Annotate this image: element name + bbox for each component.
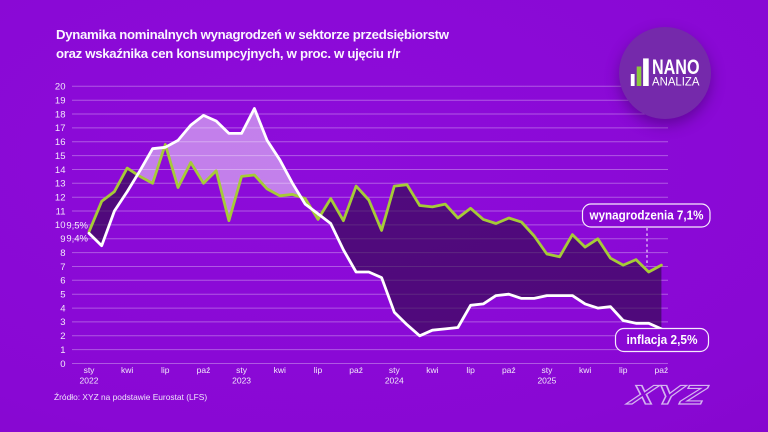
svg-text:9,5%: 9,5% (66, 221, 88, 232)
svg-text:5: 5 (60, 290, 65, 301)
svg-text:20: 20 (55, 82, 66, 93)
svg-text:kwi: kwi (274, 365, 286, 375)
svg-text:7: 7 (60, 262, 65, 273)
svg-text:sty: sty (389, 365, 401, 375)
svg-text:11: 11 (56, 206, 66, 217)
svg-text:sty: sty (541, 365, 553, 375)
svg-text:8: 8 (60, 248, 65, 259)
svg-text:lip: lip (314, 365, 323, 375)
svg-text:1: 1 (60, 345, 65, 356)
svg-text:2023: 2023 (232, 376, 251, 386)
svg-text:kwi: kwi (121, 365, 133, 375)
svg-text:0: 0 (60, 359, 65, 370)
svg-text:NANO: NANO (652, 56, 700, 79)
svg-text:lip: lip (466, 365, 475, 375)
svg-text:9: 9 (60, 234, 65, 245)
svg-text:14: 14 (55, 165, 66, 176)
svg-text:12: 12 (55, 193, 66, 204)
svg-text:inflacja 2,5%: inflacja 2,5% (627, 332, 698, 347)
svg-text:16: 16 (55, 137, 66, 148)
svg-text:19: 19 (55, 96, 66, 107)
svg-text:18: 18 (55, 109, 66, 120)
svg-text:17: 17 (55, 123, 66, 134)
svg-text:6: 6 (60, 276, 65, 287)
svg-text:2025: 2025 (537, 376, 556, 386)
svg-text:paź: paź (502, 365, 516, 375)
svg-text:lip: lip (619, 365, 628, 375)
svg-text:ANALIZA: ANALIZA (652, 74, 700, 88)
svg-text:15: 15 (55, 151, 66, 162)
svg-text:XYZ: XYZ (624, 379, 711, 410)
svg-text:paź: paź (349, 365, 363, 375)
svg-text:kwi: kwi (579, 365, 591, 375)
svg-text:lip: lip (161, 365, 170, 375)
svg-text:10: 10 (55, 220, 66, 231)
svg-text:paź: paź (655, 365, 669, 375)
svg-text:sty: sty (84, 365, 96, 375)
svg-text:9,4%: 9,4% (66, 234, 88, 245)
svg-text:4: 4 (60, 303, 65, 314)
svg-text:2022: 2022 (80, 376, 99, 386)
svg-text:2024: 2024 (385, 376, 404, 386)
svg-text:wynagrodzenia 7,1%: wynagrodzenia 7,1% (589, 208, 704, 223)
svg-text:13: 13 (55, 179, 66, 190)
svg-text:paź: paź (197, 365, 211, 375)
svg-text:sty: sty (236, 365, 248, 375)
svg-text:2: 2 (60, 331, 65, 342)
svg-text:kwi: kwi (426, 365, 438, 375)
svg-text:3: 3 (60, 317, 65, 328)
